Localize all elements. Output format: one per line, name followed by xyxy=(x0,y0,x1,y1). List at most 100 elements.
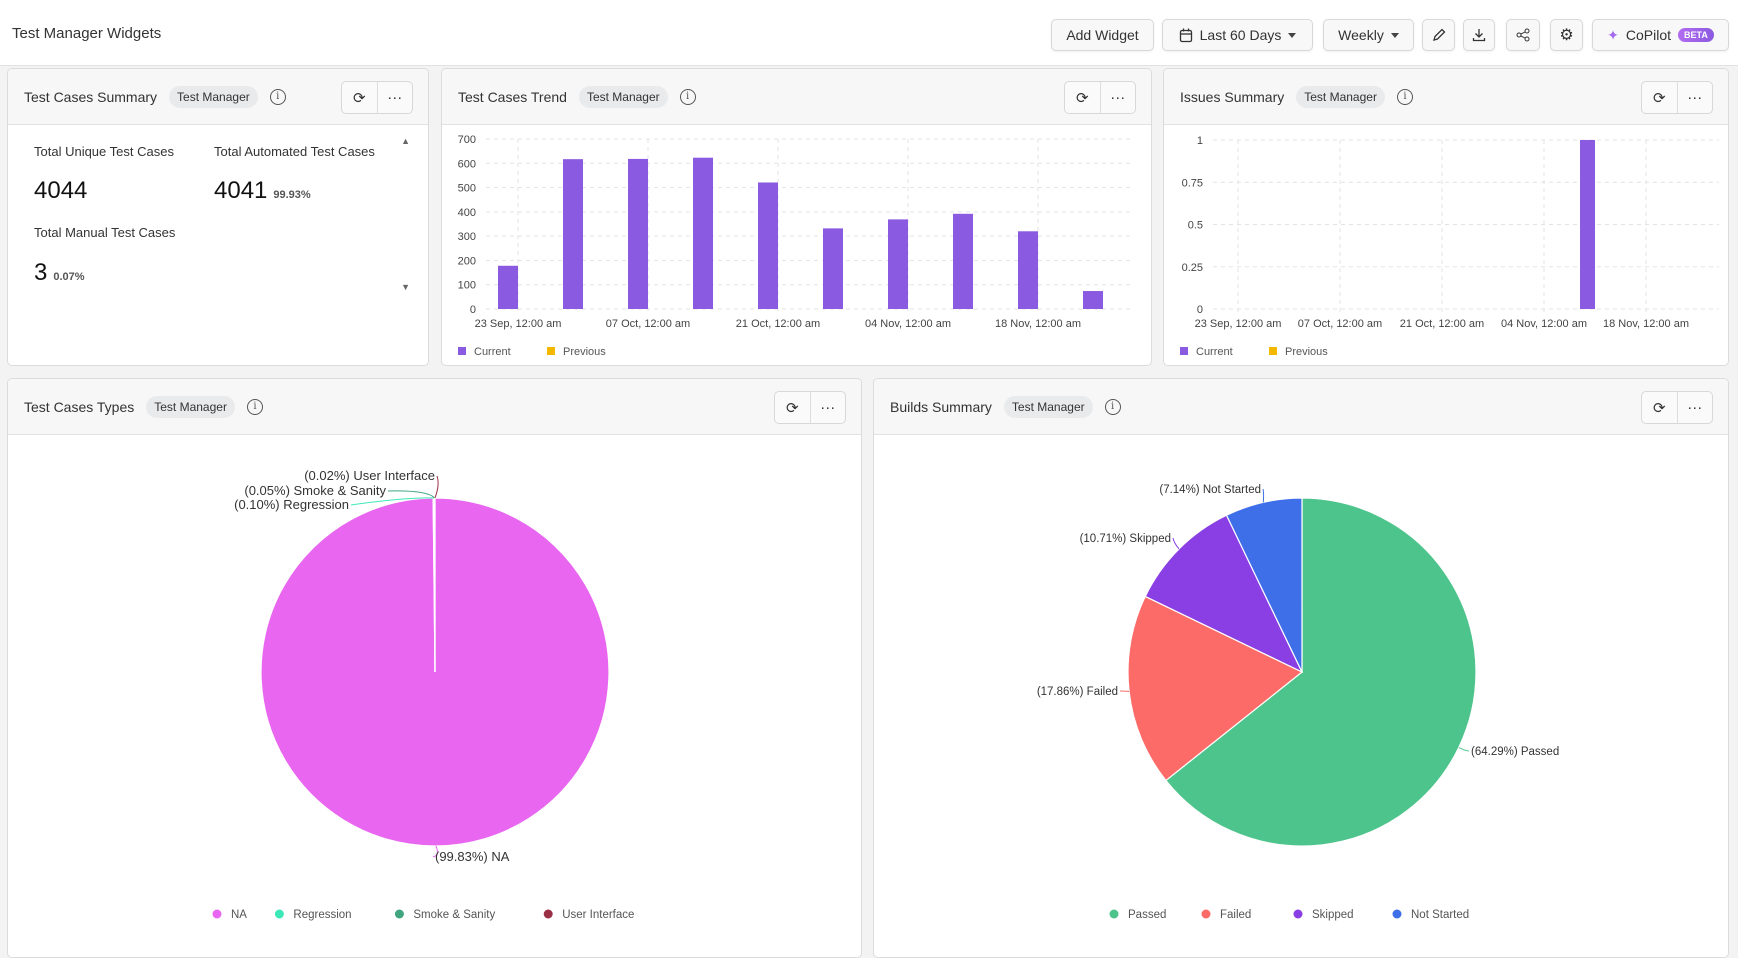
beta-badge: BETA xyxy=(1678,28,1714,42)
y-tick-label: 0.5 xyxy=(1188,220,1203,232)
info-icon[interactable]: i xyxy=(680,89,696,105)
interval-dropdown[interactable]: Weekly xyxy=(1323,19,1414,51)
legend-label: Smoke & Sanity xyxy=(413,909,495,921)
legend-swatch xyxy=(1180,347,1188,355)
legend-dot xyxy=(1393,910,1402,919)
y-tick-label: 600 xyxy=(458,158,476,170)
x-tick-label: 23 Sep, 12:00 am xyxy=(1195,318,1282,330)
more-icon[interactable]: ··· xyxy=(377,82,413,113)
gear-icon: ⚙ xyxy=(1559,25,1573,45)
leader-line xyxy=(1263,489,1264,502)
legend-dot xyxy=(1202,910,1211,919)
bar xyxy=(498,266,518,309)
x-tick-label: 04 Nov, 12:00 am xyxy=(865,318,951,330)
info-icon[interactable]: i xyxy=(270,89,286,105)
legend-label: Skipped xyxy=(1312,909,1354,921)
legend-swatch xyxy=(1269,347,1277,355)
source-chip: Test Manager xyxy=(1004,396,1093,418)
refresh-icon[interactable]: ⟳ xyxy=(342,82,377,113)
date-range-dropdown[interactable]: Last 60 Days xyxy=(1162,19,1313,51)
more-icon[interactable]: ··· xyxy=(810,392,846,423)
test-cases-types-widget: Test Cases Types Test Manager i ⟳··· (99… xyxy=(7,378,862,958)
y-tick-label: 300 xyxy=(458,231,476,243)
widget-controls: ⟳··· xyxy=(1064,81,1136,114)
scroll-down-icon[interactable]: ▼ xyxy=(401,282,410,292)
info-icon[interactable]: i xyxy=(1397,89,1413,105)
y-tick-label: 100 xyxy=(458,280,476,292)
widget-header: Test Cases Types Test Manager i ⟳··· xyxy=(8,379,861,435)
legend-label: Failed xyxy=(1220,909,1251,921)
copilot-label: CoPilot xyxy=(1626,27,1671,43)
slice-label: (0.10%) Regression xyxy=(234,497,349,512)
refresh-icon[interactable]: ⟳ xyxy=(775,392,810,423)
download-icon xyxy=(1472,28,1486,42)
bar xyxy=(953,214,973,309)
edit-button[interactable] xyxy=(1422,19,1455,51)
info-icon[interactable]: i xyxy=(247,399,263,415)
bar xyxy=(758,182,778,309)
calendar-icon xyxy=(1179,28,1193,43)
source-chip: Test Manager xyxy=(169,86,258,108)
y-tick-label: 0.25 xyxy=(1182,262,1203,274)
legend-dot xyxy=(1110,910,1119,919)
widget-title: Builds Summary xyxy=(890,399,992,415)
builds-summary-widget: Builds Summary Test Manager i ⟳··· (64.2… xyxy=(873,378,1729,958)
bar xyxy=(628,159,648,309)
legend-label: Previous xyxy=(563,346,606,358)
x-tick-label: 04 Nov, 12:00 am xyxy=(1501,318,1587,330)
y-tick-label: 0 xyxy=(470,304,476,316)
y-tick-label: 1 xyxy=(1197,135,1203,147)
legend-dot xyxy=(275,910,284,919)
settings-button[interactable]: ⚙ xyxy=(1550,19,1583,51)
slice-label: (0.05%) Smoke & Sanity xyxy=(244,483,386,498)
automated-pct: 99.93% xyxy=(273,189,310,201)
manual-label: Total Manual Test Cases xyxy=(34,225,175,240)
slice-label: (7.14%) Not Started xyxy=(1159,484,1261,496)
info-icon[interactable]: i xyxy=(1105,399,1121,415)
legend-dot xyxy=(213,910,222,919)
refresh-icon[interactable]: ⟳ xyxy=(1065,82,1100,113)
add-widget-label: Add Widget xyxy=(1066,27,1138,43)
slice-label: (64.29%) Passed xyxy=(1471,746,1559,758)
bar xyxy=(888,219,908,309)
interval-label: Weekly xyxy=(1338,27,1384,43)
x-tick-label: 21 Oct, 12:00 am xyxy=(1400,318,1484,330)
y-tick-label: 700 xyxy=(458,134,476,146)
legend-label: Not Started xyxy=(1411,909,1469,921)
source-chip: Test Manager xyxy=(146,396,235,418)
widget-title: Test Cases Types xyxy=(24,399,134,415)
unique-value: 4044 xyxy=(34,177,87,205)
test-cases-summary-widget: Test Cases Summary Test Manager i ⟳··· T… xyxy=(7,68,429,366)
automated-label: Total Automated Test Cases xyxy=(214,144,375,159)
more-icon[interactable]: ··· xyxy=(1677,392,1713,423)
refresh-icon[interactable]: ⟳ xyxy=(1642,82,1677,113)
bar xyxy=(823,228,843,309)
add-widget-button[interactable]: Add Widget xyxy=(1051,19,1154,51)
automated-count: 4041 xyxy=(214,177,267,204)
leader-line xyxy=(1459,748,1469,751)
legend-label: Regression xyxy=(293,909,351,921)
x-tick-label: 18 Nov, 12:00 am xyxy=(1603,318,1689,330)
chevron-down-icon xyxy=(1288,33,1296,38)
manual-pct: 0.07% xyxy=(53,271,84,283)
unique-label: Total Unique Test Cases xyxy=(34,144,174,159)
more-icon[interactable]: ··· xyxy=(1100,82,1136,113)
widget-header: Test Cases Trend Test Manager i ⟳··· xyxy=(442,69,1151,125)
legend-label: Passed xyxy=(1128,909,1166,921)
legend-label: User Interface xyxy=(562,909,634,921)
pencil-icon xyxy=(1432,28,1446,42)
y-tick-label: 0 xyxy=(1197,304,1203,316)
more-icon[interactable]: ··· xyxy=(1677,82,1713,113)
widget-title: Test Cases Summary xyxy=(24,89,157,105)
widget-controls: ⟳··· xyxy=(774,391,846,424)
scroll-up-icon[interactable]: ▲ xyxy=(401,136,410,146)
widget-controls: ⟳··· xyxy=(1641,391,1713,424)
y-tick-label: 0.75 xyxy=(1182,177,1203,189)
slice-label: (0.02%) User Interface xyxy=(304,468,435,483)
refresh-icon[interactable]: ⟳ xyxy=(1642,392,1677,423)
share-button[interactable] xyxy=(1506,19,1540,51)
download-button[interactable] xyxy=(1463,19,1495,51)
